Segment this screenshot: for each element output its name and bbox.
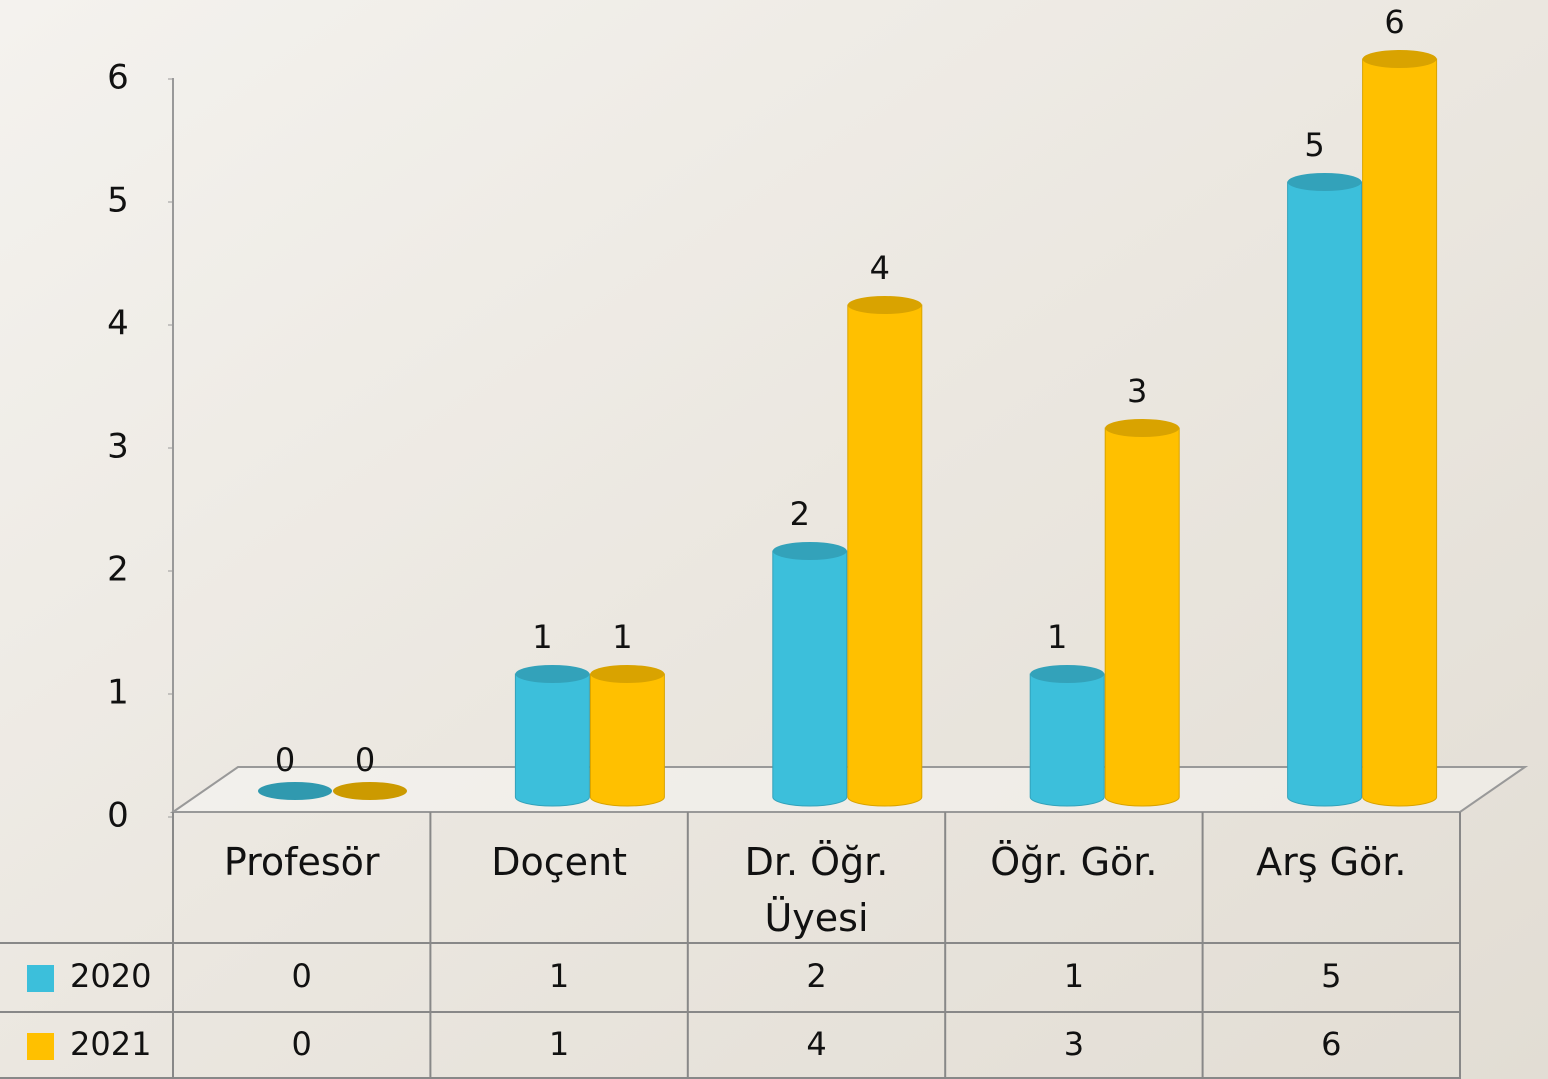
data-label: 4: [870, 249, 890, 287]
data-label: 0: [275, 741, 295, 779]
cylinder-body: [773, 551, 847, 806]
cylinder: [590, 665, 664, 806]
cylinder: [515, 665, 589, 806]
cylinder-top: [1030, 665, 1104, 683]
y-tick-label: 4: [107, 304, 129, 344]
data-label: 5: [1304, 126, 1324, 164]
cylinder: [1288, 173, 1362, 806]
x-tick-cell: Öğr. Gör.: [945, 812, 1202, 943]
x-tick-label: Dr. Öğr. Üyesi: [688, 812, 945, 943]
y-tick-label: 6: [107, 58, 129, 98]
x-tick-label: Profesör: [173, 812, 430, 943]
cylinder-top: [1363, 50, 1437, 68]
table-value: 1: [549, 1025, 569, 1063]
legend-label: 2020: [70, 957, 151, 995]
legend-swatch: [27, 1033, 54, 1060]
cylinder-top: [773, 542, 847, 560]
y-tick-label: 3: [107, 427, 129, 467]
y-tick-label: 1: [107, 673, 129, 713]
legend-label: 2021: [70, 1025, 151, 1063]
data-label: 1: [612, 618, 632, 656]
cylinder-disc: [333, 782, 407, 800]
chart: 0 1 2 3 4 5 6 ProfesörDoçentDr. Öğr. ÜyesiÖğr. …: [0, 0, 1548, 1079]
table-value: 6: [1321, 1025, 1341, 1063]
y-tick-label: 5: [107, 181, 129, 221]
cylinder-body: [1363, 59, 1437, 806]
cylinder: [848, 296, 922, 806]
y-tick-label: 2: [107, 550, 129, 590]
x-tick-cell: Doçent: [430, 812, 687, 943]
legend-swatch: [27, 965, 54, 992]
cylinder-body: [1105, 428, 1179, 806]
data-label: 2: [790, 495, 810, 533]
cylinder-body: [848, 305, 922, 806]
x-tick-label: Öğr. Gör.: [945, 812, 1202, 943]
cylinder-top: [590, 665, 664, 683]
cylinder-top: [848, 296, 922, 314]
x-tick-cell: Dr. Öğr. Üyesi: [688, 812, 945, 943]
cylinder-body: [1288, 182, 1362, 806]
table-value: 0: [292, 1025, 312, 1063]
table-value: 3: [1064, 1025, 1084, 1063]
cylinder: [1030, 665, 1104, 806]
x-tick-cell: Arş Gör.: [1203, 812, 1460, 943]
table-value: 5: [1321, 957, 1341, 995]
data-label: 6: [1384, 3, 1404, 41]
cylinder: [1105, 419, 1179, 806]
x-tick-cell: Profesör: [173, 812, 430, 943]
x-tick-label: Doçent: [430, 812, 687, 943]
table-value: 1: [549, 957, 569, 995]
cylinder-body: [1030, 674, 1104, 806]
cylinder-disc: [258, 782, 332, 800]
table-value: 4: [806, 1025, 826, 1063]
x-tick-label: Arş Gör.: [1203, 812, 1460, 943]
cylinder-top: [1288, 173, 1362, 191]
cylinder-body: [515, 674, 589, 806]
cylinder-body: [590, 674, 664, 806]
cylinder-top: [1105, 419, 1179, 437]
data-label: 1: [1047, 618, 1067, 656]
cylinder: [258, 782, 332, 800]
data-label: 0: [355, 741, 375, 779]
cylinder: [773, 542, 847, 806]
cylinder: [333, 782, 407, 800]
table-value: 1: [1064, 957, 1084, 995]
table-value: 2: [806, 957, 826, 995]
cylinder-top: [515, 665, 589, 683]
cylinder: [1363, 50, 1437, 806]
data-label: 1: [532, 618, 552, 656]
y-tick-label: 0: [107, 796, 129, 836]
table-value: 0: [292, 957, 312, 995]
data-label: 3: [1127, 372, 1147, 410]
